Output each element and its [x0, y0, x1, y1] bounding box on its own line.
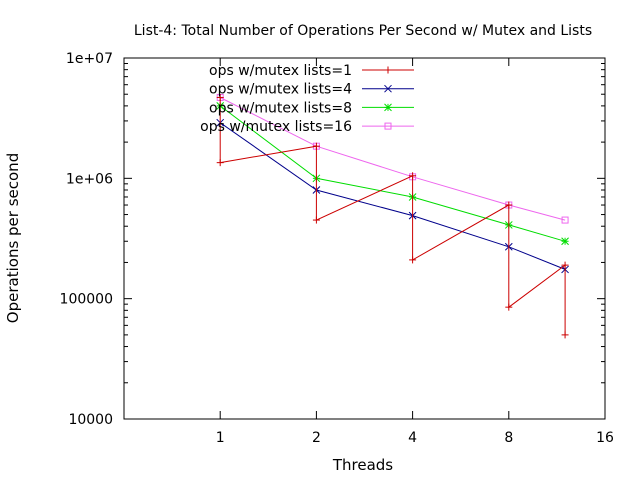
- chart-title: List-4: Total Number of Operations Per S…: [134, 23, 592, 39]
- x-tick-label: 1: [216, 430, 225, 446]
- data-point: [561, 237, 569, 246]
- data-point: [409, 256, 417, 264]
- marker-stroke: [384, 84, 392, 93]
- x-tick-label: 2: [312, 430, 321, 446]
- axis-ticks: 1 2 4 8 16 10000 100000 1e+06 1e+07: [60, 51, 614, 446]
- x-axis-label: Threads: [332, 456, 393, 474]
- data-point: [384, 66, 392, 74]
- data-point: [561, 261, 569, 269]
- x-tick-label: 4: [408, 430, 417, 446]
- marker-stroke: [384, 103, 392, 112]
- legend-label: ops w/mutex lists=4: [209, 82, 352, 98]
- data-point: [384, 84, 392, 93]
- data-point: [312, 216, 320, 224]
- x-tick-label: 16: [596, 430, 614, 446]
- y-tick-label: 1e+07: [66, 51, 113, 67]
- series-line: [219, 97, 566, 335]
- data-point: [384, 103, 392, 112]
- data-point: [409, 172, 417, 180]
- y-tick-label: 10000: [68, 412, 113, 428]
- legend-label: ops w/mutex lists=16: [200, 119, 352, 135]
- legend-label: ops w/mutex lists=1: [209, 63, 352, 79]
- marker-stroke: [561, 237, 569, 246]
- series-1: [216, 93, 569, 339]
- y-tick-label: 100000: [60, 292, 113, 308]
- data-point: [561, 216, 569, 224]
- y-axis-label: Operations per second: [4, 153, 22, 323]
- legend-label: ops w/mutex lists=8: [209, 100, 352, 116]
- legend: ops w/mutex lists=1 ops w/mutex lists=4 op…: [200, 63, 414, 135]
- x-tick-label: 8: [504, 430, 513, 446]
- data-point: [505, 303, 513, 311]
- series-2: [216, 118, 569, 274]
- series-layer: [216, 93, 569, 339]
- data-point: [216, 159, 224, 167]
- data-point: [216, 93, 224, 101]
- data-point: [561, 331, 569, 339]
- data-point: [505, 201, 513, 209]
- y-tick-label: 1e+06: [66, 171, 113, 187]
- data-point: [384, 122, 392, 130]
- plot-frame: [123, 57, 606, 420]
- data-point: [312, 142, 320, 150]
